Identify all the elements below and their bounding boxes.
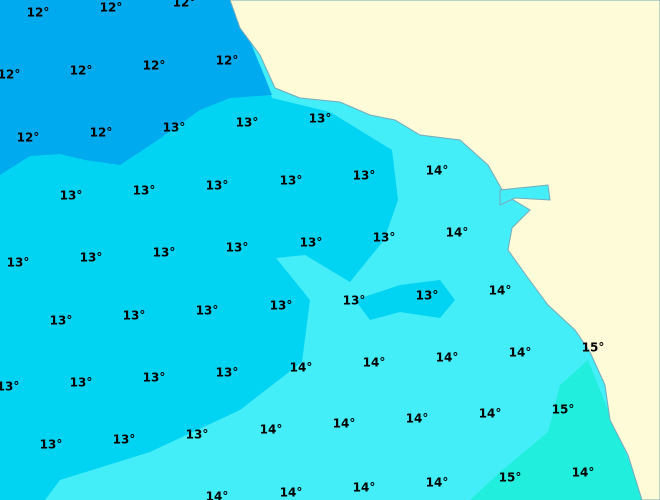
- temperature-label: 12°: [173, 0, 196, 10]
- sea-coastal: [470, 360, 645, 500]
- temperature-label: 13°: [153, 246, 176, 260]
- temperature-label: 13°: [40, 438, 63, 452]
- temperature-label: 12°: [143, 59, 166, 73]
- temperature-label: 13°: [206, 179, 229, 193]
- temperature-label: 12°: [17, 131, 40, 145]
- temperature-label: 13°: [143, 371, 166, 385]
- temperature-label: 13°: [60, 189, 83, 203]
- temperature-label: 14°: [489, 284, 512, 298]
- temperature-label: 15°: [499, 471, 522, 485]
- temperature-label: 13°: [50, 314, 73, 328]
- temperature-label: 13°: [353, 169, 376, 183]
- temperature-label: 12°: [27, 6, 50, 20]
- temperature-label: 14°: [436, 351, 459, 365]
- sea-mid-patch: [355, 280, 455, 320]
- temperature-label: 12°: [90, 126, 113, 140]
- temperature-label: 13°: [0, 380, 19, 394]
- sea-deep: [0, 0, 272, 175]
- temperature-label: 14°: [333, 417, 356, 431]
- temperature-label: 13°: [280, 174, 303, 188]
- temperature-label: 13°: [373, 231, 396, 245]
- temperature-label: 13°: [70, 376, 93, 390]
- temperature-label: 15°: [582, 341, 605, 355]
- temperature-label: 14°: [446, 226, 469, 240]
- temperature-label: 13°: [80, 251, 103, 265]
- temperature-label: 14°: [363, 356, 386, 370]
- temperature-label: 14°: [572, 466, 595, 480]
- temperature-label: 13°: [309, 112, 332, 126]
- temperature-label: 13°: [416, 289, 439, 303]
- temperature-label: 14°: [426, 164, 449, 178]
- temperature-label: 12°: [216, 54, 239, 68]
- temperature-label: 14°: [509, 346, 532, 360]
- temperature-label: 13°: [123, 309, 146, 323]
- temperature-label: 14°: [353, 481, 376, 495]
- temperature-label: 15°: [552, 403, 575, 417]
- temperature-label: 14°: [290, 361, 313, 375]
- temperature-label: 13°: [113, 433, 136, 447]
- temperature-label: 13°: [270, 299, 293, 313]
- temperature-label: 13°: [343, 294, 366, 308]
- temperature-label: 13°: [133, 184, 156, 198]
- temperature-label: 14°: [260, 423, 283, 437]
- estuary: [499, 184, 551, 206]
- temperature-label: 12°: [100, 1, 123, 15]
- temperature-label: 13°: [216, 366, 239, 380]
- temperature-label: 13°: [236, 116, 259, 130]
- temperature-label: 13°: [226, 241, 249, 255]
- temperature-label: 13°: [300, 236, 323, 250]
- temperature-label: 14°: [406, 412, 429, 426]
- land: [229, 0, 660, 500]
- temperature-label: 14°: [479, 407, 502, 421]
- temperature-label: 14°: [426, 476, 449, 490]
- temperature-label: 12°: [70, 64, 93, 78]
- temperature-label: 13°: [163, 121, 186, 135]
- temperature-label: 13°: [186, 428, 209, 442]
- temperature-label: 14°: [206, 490, 229, 500]
- temperature-label: 13°: [7, 256, 30, 270]
- temperature-label: 14°: [280, 486, 303, 500]
- temperature-label: 12°: [0, 68, 20, 82]
- temperature-label: 13°: [196, 304, 219, 318]
